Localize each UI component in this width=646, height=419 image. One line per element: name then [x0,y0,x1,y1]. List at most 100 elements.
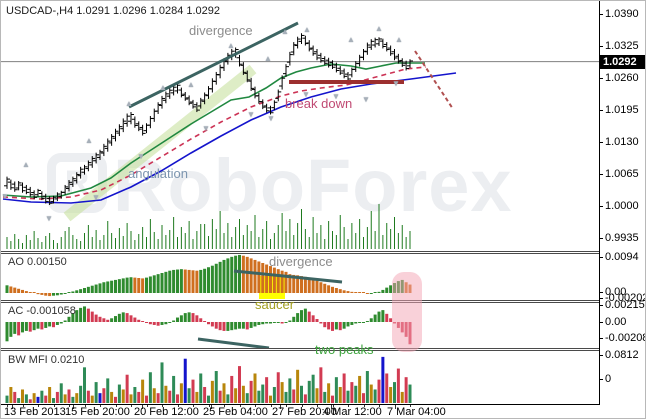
axis-tick [599,206,603,207]
axis-tick [599,238,603,239]
fractal-up-icon: ▲ [375,24,383,33]
fractal-down-icon: ▼ [92,193,100,202]
ac-tick-label: 0.002155 [605,299,645,311]
panel-separator[interactable] [1,251,599,254]
axis-tick [599,355,603,356]
fractal-down-icon: ▼ [247,110,255,119]
time-tick-minor [115,405,117,407]
time-tick-major [142,405,143,409]
axis-tick [599,174,603,175]
roboforex-watermark: RoboForex [113,144,513,227]
mfi-tick-label: 0.0812 [605,349,639,361]
axis-border [599,1,600,405]
time-tick-minor [286,405,287,407]
time-tick-major [331,405,332,409]
time-tick-minor [394,405,396,407]
time-tick-minor [146,405,148,407]
ac-indicator-label: AC -0.001058 [8,305,76,317]
ao-plot[interactable] [1,254,599,300]
price-tick-label: 1.0130 [605,136,639,148]
time-tick-minor [301,405,303,407]
time-tick-minor [162,405,163,407]
axis-tick [599,322,603,323]
chart-title: USDCAD-,H4 1.0291 1.0296 1.0284 1.0292 [6,5,221,17]
time-tick-major [73,405,74,409]
date-label: 7 Mar 04:00 [387,406,446,418]
annotation-angulation[interactable]: angulation [128,166,188,181]
price-tick-label: 1.0390 [605,8,639,20]
fractal-up-icon: ▲ [159,83,167,92]
time-tick-minor [53,405,55,407]
mfi-plot[interactable] [1,351,599,404]
time-tick-minor [22,405,24,407]
price-tick-label: 1.0195 [605,104,639,116]
annotation-break-down[interactable]: break down [285,96,353,111]
time-tick-minor [69,405,70,407]
annotation-saucer[interactable]: saucer [255,297,295,312]
chart-bottom-border [1,404,599,405]
fractal-down-icon: ▼ [137,152,145,161]
time-tick-major [395,405,396,409]
price-plot[interactable] [1,1,599,251]
time-tick-minor [255,405,256,407]
fractal-down-icon: ▼ [202,124,210,133]
annotation-two-peaks[interactable]: two peaks [315,342,374,357]
time-tick-minor [363,405,365,407]
time-tick-minor [270,405,272,407]
ac-plot[interactable] [1,303,599,348]
time-tick-minor [38,405,39,407]
current-price-badge: 1.0292 [600,54,645,69]
axis-tick [599,305,603,306]
fractal-up-icon: ▲ [22,160,30,169]
date-label: 13 Feb 2013 [4,406,66,418]
fractal-up-icon: ▲ [281,27,289,36]
ac-tick-label: 0.00 [605,316,627,328]
fractal-down-icon: ▼ [1,192,9,201]
date-label: 15 Feb 20:00 [65,406,130,418]
axis-tick [599,298,603,299]
axis-tick [599,292,603,293]
ao-panel[interactable] [1,254,599,300]
annotation-divergence-price[interactable]: divergence [189,23,253,38]
panel-separator[interactable] [1,348,599,351]
ac-panel[interactable] [1,303,599,348]
axis-tick [599,78,603,79]
time-tick-minor [317,405,318,407]
time-tick-major [280,405,281,409]
fractal-up-icon: ▲ [227,41,235,50]
time-tick-minor [410,405,411,407]
ao-indicator-label: AO 0.00150 [8,256,67,268]
mfi-panel[interactable] [1,351,599,404]
axis-tick [599,14,603,15]
price-tick-label: 0.9935 [605,232,639,244]
time-tick-major [211,405,212,409]
ao-tick-label: -0.00202 [605,292,646,304]
fractal-up-icon: ▲ [85,136,93,145]
time-tick-minor [224,405,225,407]
annotation-divergence-ao[interactable]: divergence [269,254,333,269]
axis-tick [599,257,603,258]
panel-separator[interactable] [1,300,599,303]
fractal-up-icon: ▲ [347,35,355,44]
pink-highlight-zone[interactable] [392,272,422,352]
date-label: 25 Feb 04:00 [203,406,268,418]
price-tick-label: 1.0065 [605,168,639,180]
ao-tick-label: 0.0094 [605,251,639,263]
date-label: 27 Feb 20:00 [272,406,337,418]
price-tick-label: 1.0260 [605,72,639,84]
fractal-up-icon: ▲ [264,54,272,63]
ao-tick-label: 0.00 [605,286,627,298]
fractal-down-icon: ▼ [392,79,400,88]
mfi-tick-label: 0 [605,373,612,385]
time-tick-minor [239,405,241,407]
time-tick-minor [84,405,86,407]
time-tick-minor [379,405,380,407]
time-tick-minor [193,405,194,407]
time-tick-minor [7,405,8,407]
time-tick-minor [348,405,349,407]
price-panel[interactable] [1,1,599,251]
time-tick-major [12,405,13,409]
axis-tick [599,110,603,111]
axis-tick [599,142,603,143]
